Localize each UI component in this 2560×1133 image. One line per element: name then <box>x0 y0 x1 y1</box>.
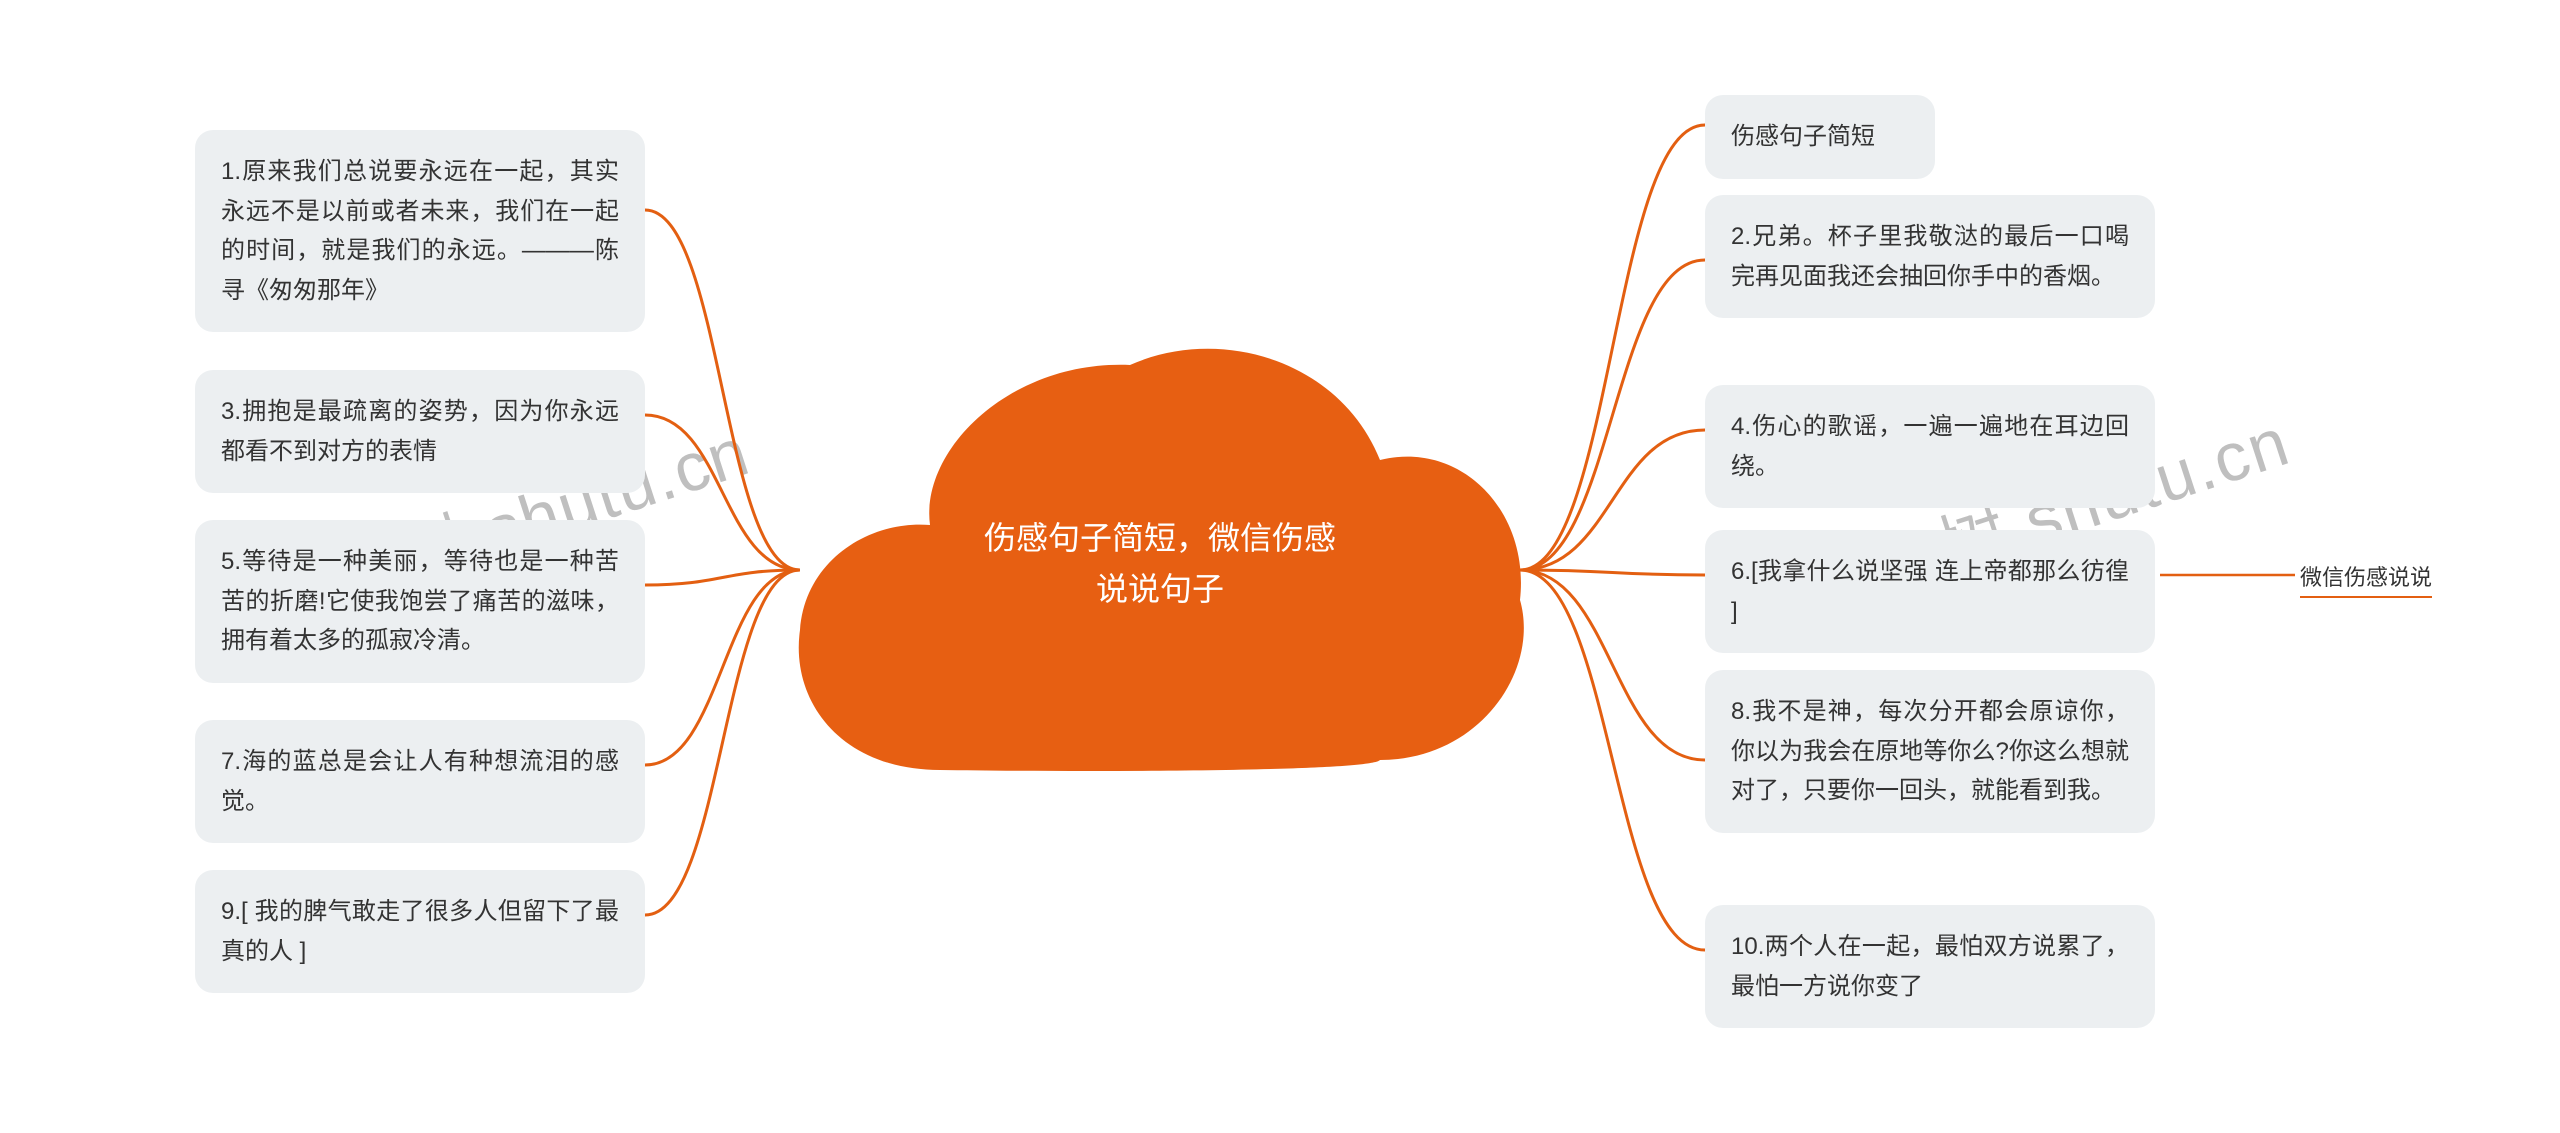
right-node-4: 6.[我拿什么说坚强 连上帝都那么彷徨 ] <box>1705 530 2155 653</box>
leaf-node: 微信伤感说说 <box>2300 560 2432 598</box>
leaf-label: 微信伤感说说 <box>2300 560 2432 598</box>
mindmap-canvas: 树 shutu.cn 树 shutu.cn 伤感句子简短，微信伤感 说说句子 1… <box>0 0 2560 1133</box>
center-title-line2: 说说句子 <box>1096 571 1224 607</box>
left-node-5: 9.[ 我的脾气敢走了很多人但留下了最真的人 ] <box>195 870 645 993</box>
right-node-3: 4.伤心的歌谣，一遍一遍地在耳边回绕。 <box>1705 385 2155 508</box>
right-node-5: 8.我不是神，每次分开都会原谅你，你以为我会在原地等你么?你这么想就对了，只要你… <box>1705 670 2155 833</box>
left-node-2: 3.拥抱是最疏离的姿势，因为你永远都看不到对方的表情 <box>195 370 645 493</box>
center-title-line1: 伤感句子简短，微信伤感 <box>984 520 1336 556</box>
left-node-1: 1.原来我们总说要永远在一起，其实永远不是以前或者未来，我们在一起的时间，就是我… <box>195 130 645 332</box>
right-node-1: 伤感句子简短 <box>1705 95 1935 179</box>
center-cloud: 伤感句子简短，微信伤感 说说句子 <box>780 300 1540 780</box>
left-node-4: 7.海的蓝总是会让人有种想流泪的感觉。 <box>195 720 645 843</box>
right-node-6: 10.两个人在一起，最怕双方说累了，最怕一方说你变了 <box>1705 905 2155 1028</box>
left-node-3: 5.等待是一种美丽，等待也是一种苦苦的折磨!它使我饱尝了痛苦的滋味，拥有着太多的… <box>195 520 645 683</box>
right-node-2: 2.兄弟。杯子里我敬㳠的最后一口喝完再见面我还会抽回你手中的香烟。 <box>1705 195 2155 318</box>
center-title: 伤感句子简短，微信伤感 说说句子 <box>910 513 1410 615</box>
